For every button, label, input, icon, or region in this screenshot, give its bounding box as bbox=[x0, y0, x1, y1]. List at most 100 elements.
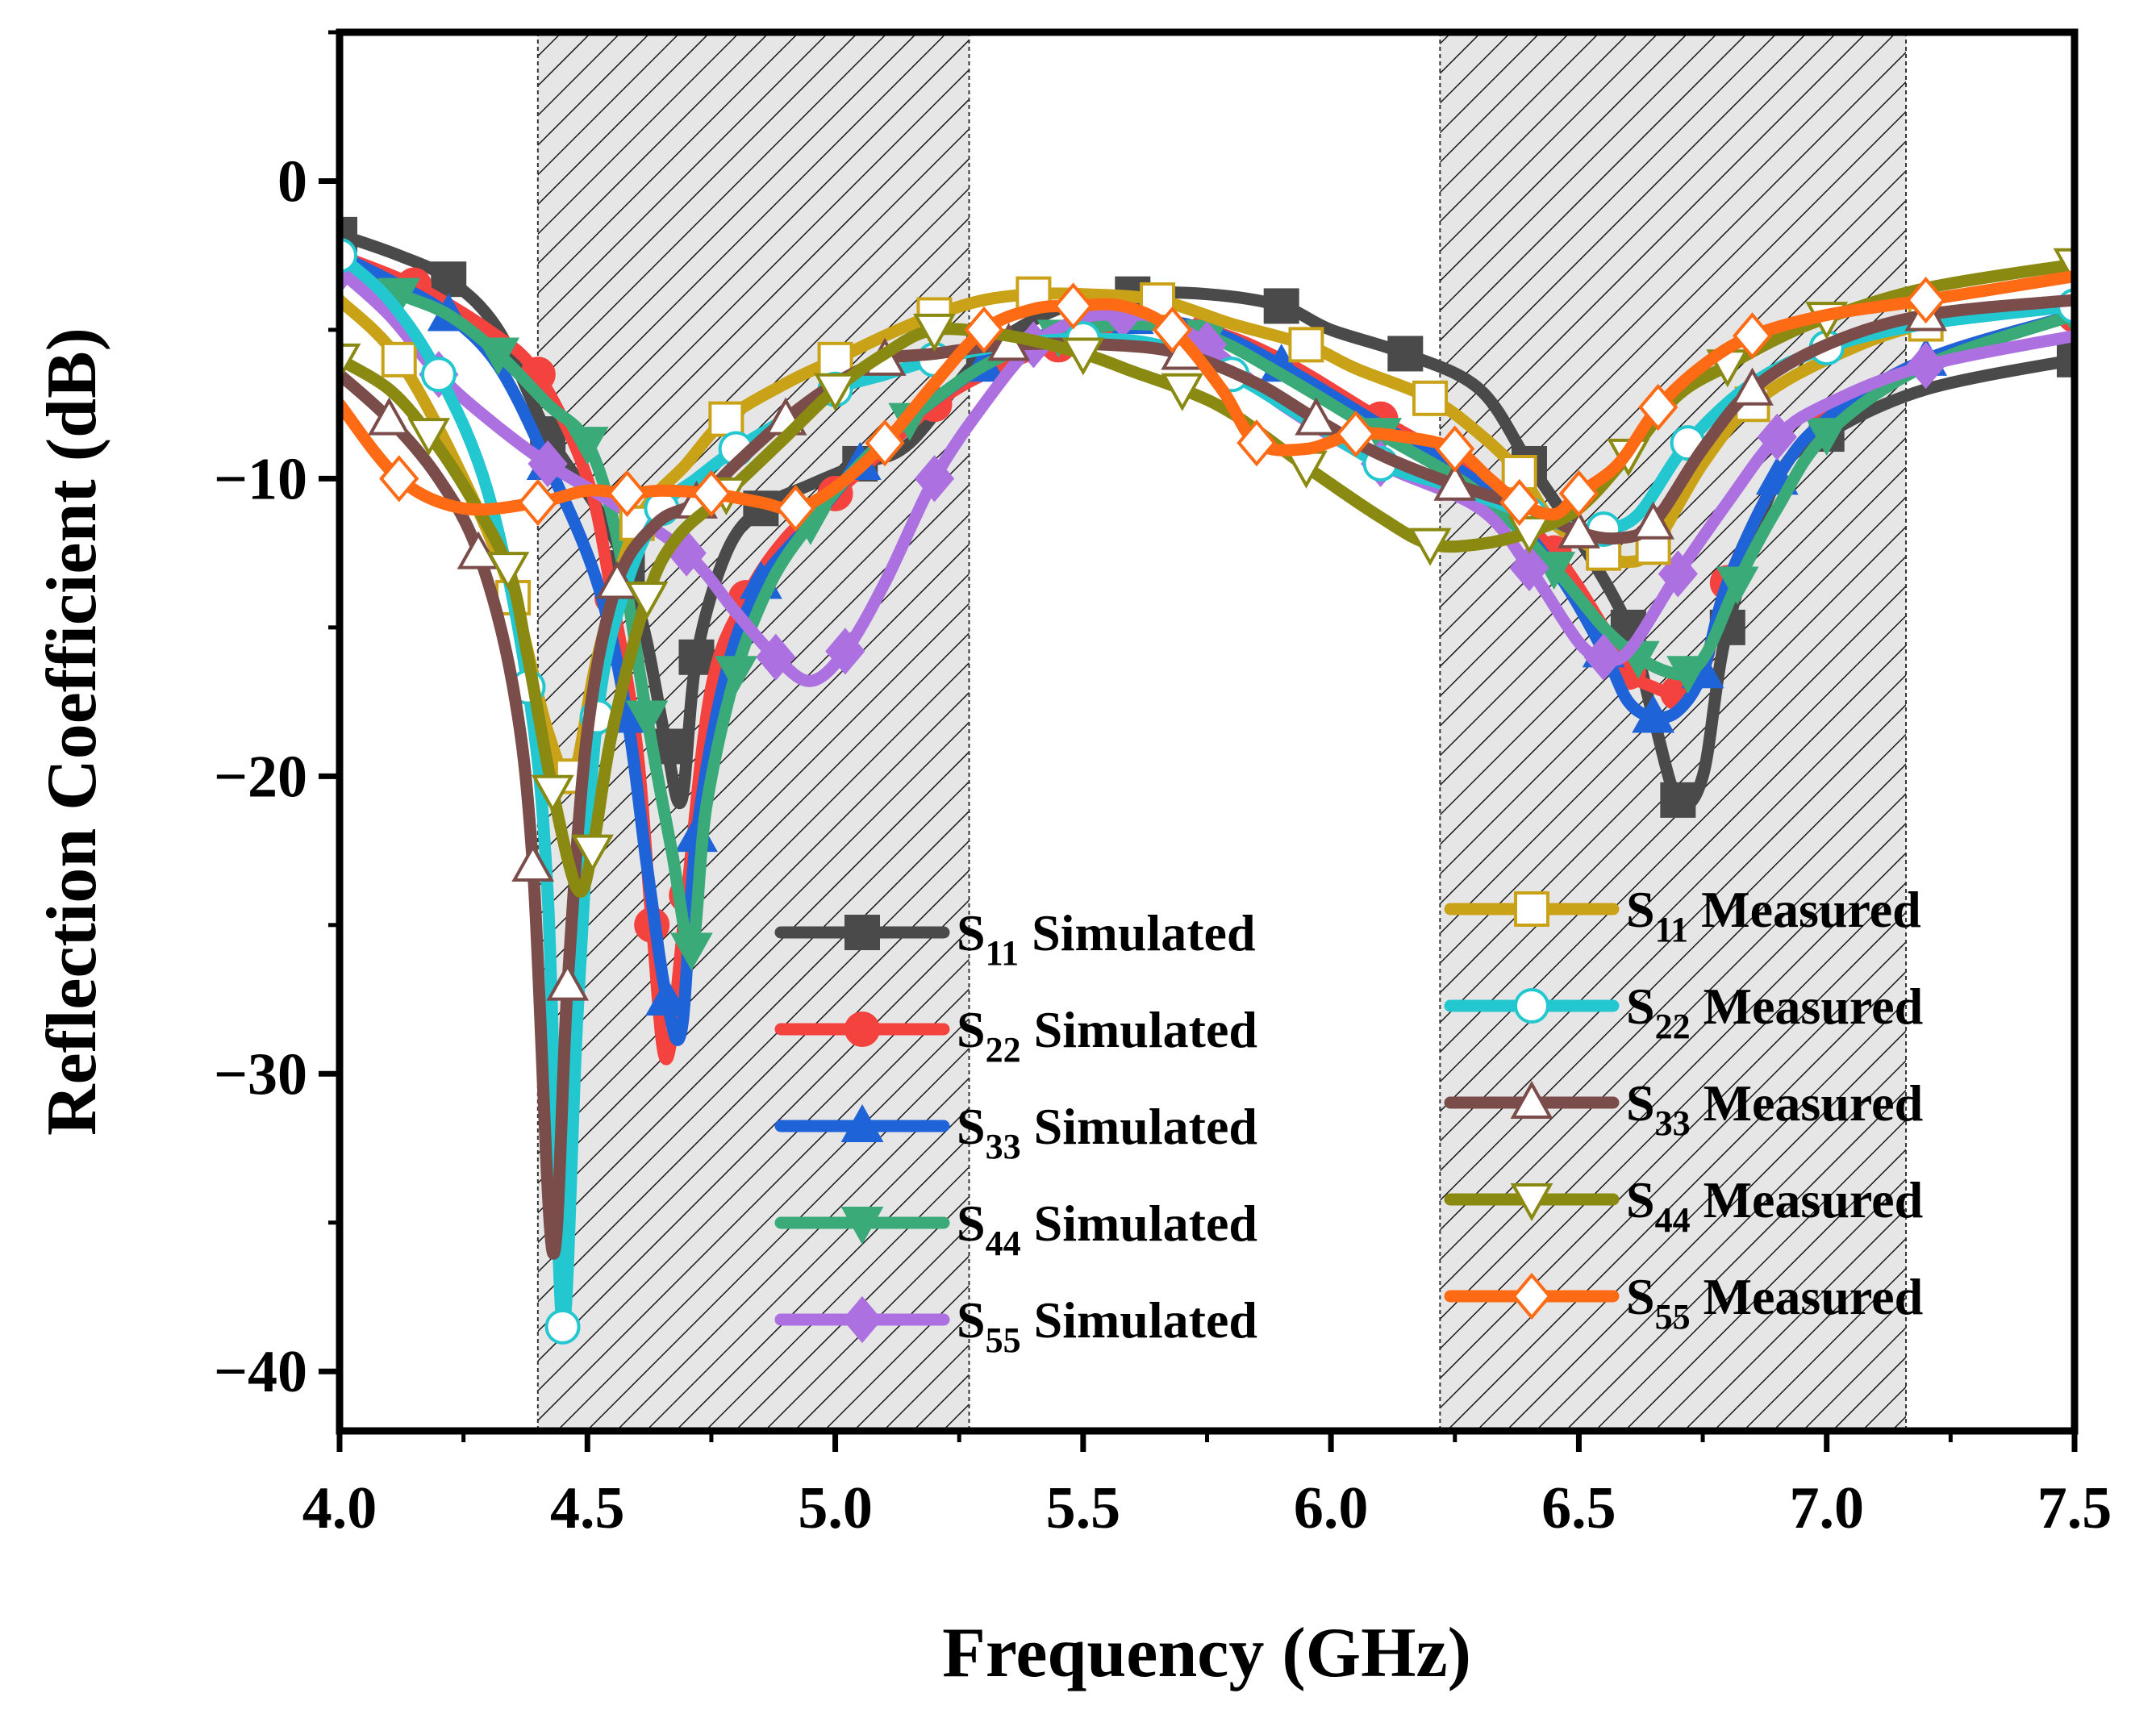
data-series bbox=[340, 216, 2075, 1345]
x-tick-label: 5.5 bbox=[1046, 1475, 1121, 1541]
data-point bbox=[546, 962, 590, 1001]
x-tick-label: 7.0 bbox=[1789, 1475, 1864, 1541]
legend-item-s33-measured: S33 Measured bbox=[1444, 1074, 1923, 1143]
data-point bbox=[825, 628, 865, 675]
data-point bbox=[2057, 341, 2075, 377]
data-point bbox=[1412, 380, 1449, 416]
legend-label: S22 Measured bbox=[1626, 978, 1923, 1046]
data-point bbox=[1295, 397, 1338, 436]
data-point bbox=[678, 639, 715, 675]
data-point bbox=[381, 341, 417, 377]
data-point bbox=[379, 455, 419, 503]
data-point bbox=[865, 419, 905, 467]
data-point bbox=[1632, 501, 1675, 540]
data-point bbox=[1558, 510, 1600, 548]
y-tick-label: −40 bbox=[214, 1339, 307, 1405]
legend-marker bbox=[1510, 1080, 1553, 1119]
data-point bbox=[645, 977, 689, 1016]
legend-label: S33 Simulated bbox=[957, 1098, 1257, 1166]
data-point bbox=[531, 774, 574, 813]
series-s55-measured bbox=[340, 270, 2075, 532]
x-tick-label: 6.5 bbox=[1541, 1475, 1616, 1541]
data-point bbox=[1666, 656, 1710, 694]
data-point bbox=[1583, 633, 1624, 681]
data-point bbox=[518, 478, 558, 527]
legend-item-s55-simulated: S55 Simulated bbox=[774, 1291, 1257, 1360]
y-tick-label: −10 bbox=[214, 446, 307, 512]
data-point bbox=[1732, 312, 1773, 360]
data-point bbox=[1638, 383, 1679, 431]
data-point bbox=[1288, 327, 1324, 363]
data-point bbox=[1660, 782, 1696, 818]
data-point bbox=[1236, 419, 1277, 467]
x-axis-title: Frequency (GHz) bbox=[942, 1614, 1471, 1692]
legend-item-s44-simulated: S44 Simulated bbox=[774, 1195, 1257, 1263]
legend-item-s44-measured: S44 Measured bbox=[1444, 1171, 1923, 1240]
legend-item-s11-simulated: S11 Simulated bbox=[774, 904, 1256, 973]
data-point bbox=[913, 313, 956, 352]
legend-label: S44 Measured bbox=[1626, 1171, 1923, 1240]
data-point bbox=[708, 401, 744, 437]
legend-label: S11 Simulated bbox=[957, 904, 1256, 973]
legend-marker bbox=[840, 1207, 884, 1245]
legend-label: S22 Simulated bbox=[957, 1001, 1257, 1070]
legend-marker bbox=[840, 1103, 884, 1142]
data-point bbox=[486, 552, 530, 590]
data-point bbox=[715, 656, 758, 694]
data-point bbox=[1508, 515, 1551, 554]
legend: S11 Simulated S22 Simulated S33 Simulated S… bbox=[774, 881, 1923, 1360]
data-point bbox=[1336, 410, 1376, 458]
data-point bbox=[1053, 282, 1094, 330]
series-line bbox=[340, 264, 2075, 956]
data-point bbox=[669, 932, 713, 971]
y-tick-label: 0 bbox=[277, 148, 307, 215]
data-point bbox=[1408, 528, 1452, 566]
data-point bbox=[756, 633, 796, 681]
data-point bbox=[1152, 306, 1193, 354]
data-point bbox=[1757, 413, 1797, 461]
data-point bbox=[607, 469, 648, 517]
data-point bbox=[368, 397, 411, 436]
data-point bbox=[340, 343, 361, 382]
data-point bbox=[477, 337, 520, 376]
legend-item-s55-measured: S55 Measured bbox=[1444, 1268, 1923, 1337]
legend-marker bbox=[844, 1011, 880, 1047]
data-point bbox=[625, 581, 669, 620]
legend-label: S55 Simulated bbox=[957, 1291, 1257, 1360]
legend-item-s33-simulated: S33 Simulated bbox=[774, 1098, 1257, 1166]
legend-label: S55 Measured bbox=[1626, 1268, 1923, 1337]
data-point bbox=[420, 357, 457, 393]
y-tick-label: −20 bbox=[214, 744, 307, 810]
axis-ticks: 4.0 4.5 5.0 5.5 6.0 6.5 7.0 7.5 0 −10 −20 −30 −40 bbox=[214, 30, 2112, 1541]
data-point bbox=[691, 469, 732, 517]
data-point bbox=[775, 485, 816, 532]
legend-marker bbox=[844, 915, 880, 950]
legend-label: S33 Measured bbox=[1626, 1074, 1923, 1143]
x-tick-label: 4.0 bbox=[302, 1475, 377, 1541]
legend-marker bbox=[1514, 988, 1549, 1024]
data-point bbox=[457, 531, 500, 569]
data-point bbox=[595, 561, 639, 599]
data-point bbox=[1161, 373, 1204, 411]
data-point bbox=[1558, 469, 1599, 517]
data-point bbox=[1387, 336, 1424, 372]
data-point bbox=[1906, 342, 1946, 390]
data-point bbox=[625, 700, 669, 739]
data-point bbox=[407, 418, 451, 457]
data-point bbox=[1433, 462, 1477, 501]
legend-marker bbox=[1512, 1272, 1552, 1320]
data-point bbox=[1499, 478, 1540, 527]
legend-item-s22-measured: S22 Measured bbox=[1444, 978, 1923, 1046]
legend-marker bbox=[842, 1295, 882, 1344]
x-tick-label: 4.5 bbox=[550, 1475, 625, 1541]
data-point bbox=[814, 373, 857, 411]
data-point bbox=[565, 427, 609, 465]
legend-item-s22-simulated: S22 Simulated bbox=[774, 1001, 1257, 1070]
data-point bbox=[528, 440, 568, 488]
data-point bbox=[571, 834, 614, 873]
y-tick-label: −30 bbox=[214, 1041, 307, 1107]
data-point bbox=[544, 1308, 581, 1345]
data-point bbox=[431, 261, 467, 298]
data-point bbox=[1061, 337, 1105, 376]
